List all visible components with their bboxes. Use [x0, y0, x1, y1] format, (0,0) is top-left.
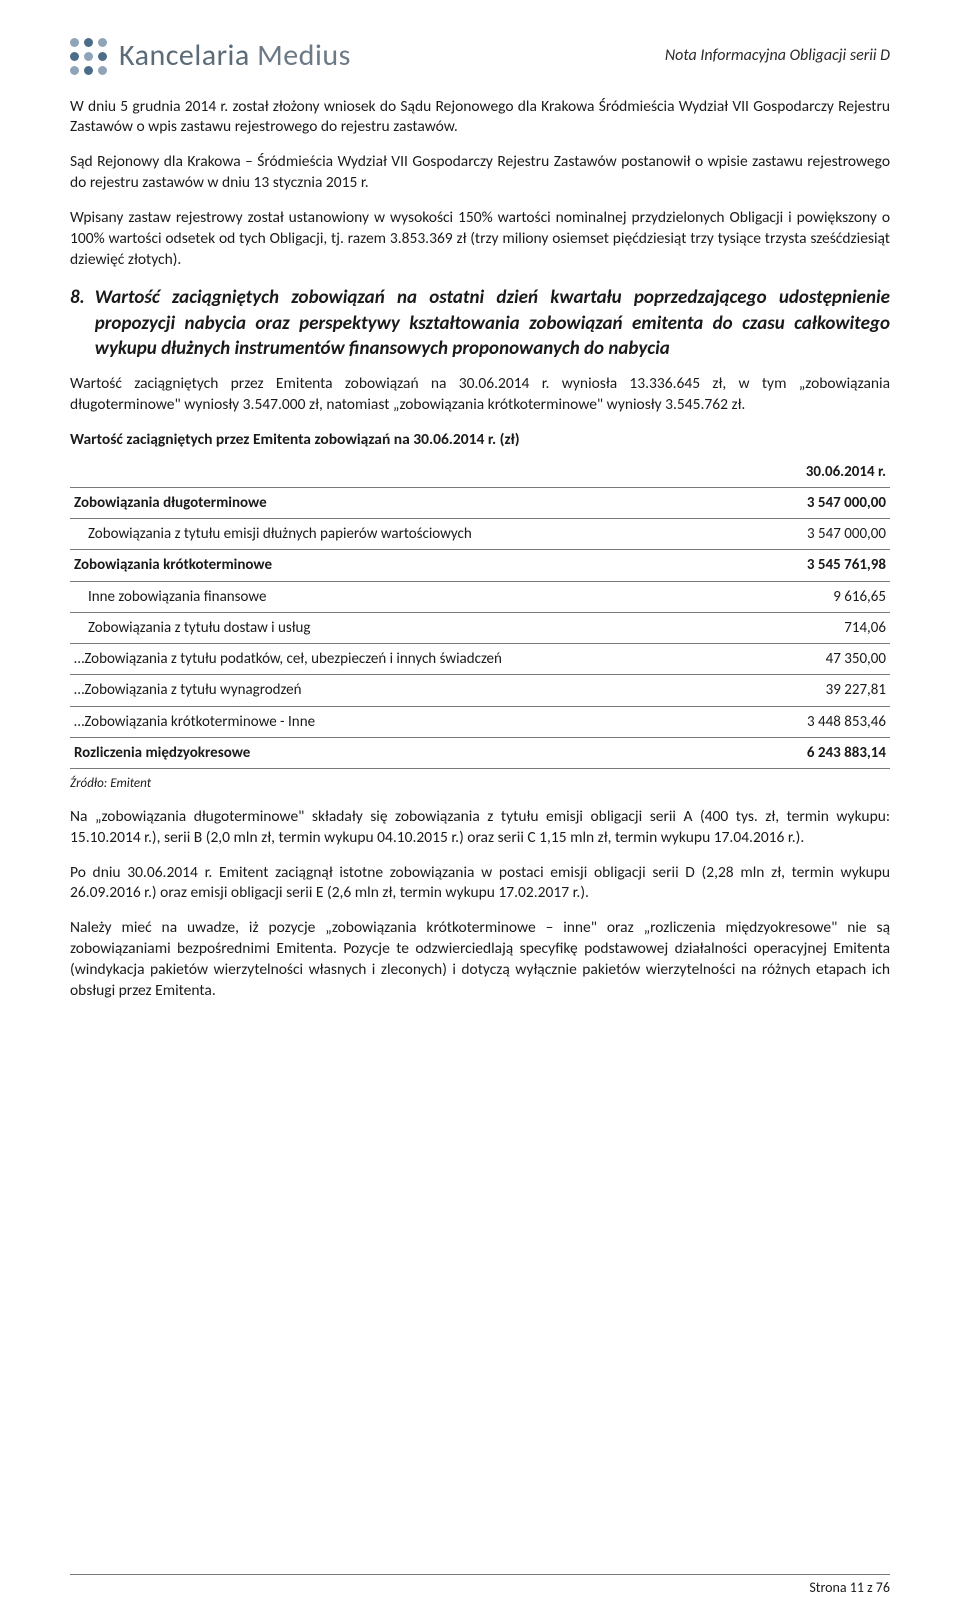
- table-header-row: 30.06.2014 r.: [70, 457, 890, 488]
- table-cell-label: Zobowiązania długoterminowe: [70, 487, 752, 518]
- table-row: Zobowiązania z tytułu dostaw i usług714,…: [70, 612, 890, 643]
- paragraph-3: Wpisany zastaw rejestrowy został ustanow…: [70, 208, 890, 271]
- paragraph-4: Wartość zaciągniętych przez Emitenta zob…: [70, 374, 890, 416]
- section-8-heading: 8. Wartość zaciągniętych zobowiązań na o…: [70, 285, 890, 362]
- paragraph-6: Po dniu 30.06.2014 r. Emitent zaciągnął …: [70, 863, 890, 905]
- logo-word1: Kancelaria: [119, 37, 250, 74]
- table-row: …Zobowiązania krótkoterminowe - Inne3 44…: [70, 706, 890, 737]
- table-cell-label: …Zobowiązania z tytułu podatków, ceł, ub…: [70, 644, 752, 675]
- table-cell-value: 3 547 000,00: [752, 487, 890, 518]
- section-number: 8.: [70, 285, 85, 362]
- table-cell-label: …Zobowiązania krótkoterminowe - Inne: [70, 706, 752, 737]
- table-date-header: 30.06.2014 r.: [752, 457, 890, 488]
- logo-text: Kancelaria Medius: [119, 36, 351, 77]
- table-row: Inne zobowiązania finansowe9 616,65: [70, 581, 890, 612]
- table-cell-label: Rozliczenia międzyokresowe: [70, 737, 752, 768]
- page-header: Kancelaria Medius Nota Informacyjna Obli…: [70, 36, 890, 77]
- paragraph-5: Na „zobowiązania długoterminowe" składał…: [70, 807, 890, 849]
- table-row: Zobowiązania długoterminowe3 547 000,00: [70, 487, 890, 518]
- table-row: Zobowiązania z tytułu emisji dłużnych pa…: [70, 519, 890, 550]
- table-row: Zobowiązania krótkoterminowe3 545 761,98: [70, 550, 890, 581]
- paragraph-2: Sąd Rejonowy dla Krakowa – Śródmieścia W…: [70, 152, 890, 194]
- table-cell-value: 714,06: [752, 612, 890, 643]
- logo-word2: Medius: [257, 37, 351, 74]
- table-row: …Zobowiązania z tytułu podatków, ceł, ub…: [70, 644, 890, 675]
- table-cell-value: 3 448 853,46: [752, 706, 890, 737]
- table-cell-value: 9 616,65: [752, 581, 890, 612]
- table-cell-value: 39 227,81: [752, 675, 890, 706]
- table-cell-label: …Zobowiązania z tytułu wynagrodzeń: [70, 675, 752, 706]
- table-row: Rozliczenia międzyokresowe6 243 883,14: [70, 737, 890, 768]
- table-cell-value: 6 243 883,14: [752, 737, 890, 768]
- page: Kancelaria Medius Nota Informacyjna Obli…: [0, 0, 960, 1616]
- table-source: Źródło: Emitent: [70, 775, 890, 793]
- table-cell-label: Zobowiązania z tytułu emisji dłużnych pa…: [70, 519, 752, 550]
- paragraph-7: Należy mieć na uwadze, iż pozycje „zobow…: [70, 918, 890, 1002]
- table-caption: Wartość zaciągniętych przez Emitenta zob…: [70, 430, 890, 451]
- table-cell-label: Zobowiązania z tytułu dostaw i usług: [70, 612, 752, 643]
- logo-dots-icon: [70, 38, 107, 75]
- section-title: Wartość zaciągniętych zobowiązań na osta…: [95, 285, 890, 362]
- liabilities-table: 30.06.2014 r.Zobowiązania długoterminowe…: [70, 457, 890, 770]
- table-cell-value: 3 547 000,00: [752, 519, 890, 550]
- table-cell-label: Inne zobowiązania finansowe: [70, 581, 752, 612]
- table-row: …Zobowiązania z tytułu wynagrodzeń39 227…: [70, 675, 890, 706]
- table-cell-label: Zobowiązania krótkoterminowe: [70, 550, 752, 581]
- document-title: Nota Informacyjna Obligacji serii D: [665, 45, 890, 67]
- table-cell-value: 47 350,00: [752, 644, 890, 675]
- page-number: Strona 11 z 76: [809, 1579, 890, 1596]
- logo: Kancelaria Medius: [70, 36, 351, 77]
- table-cell-value: 3 545 761,98: [752, 550, 890, 581]
- page-footer: Strona 11 z 76: [70, 1574, 890, 1598]
- paragraph-1: W dniu 5 grudnia 2014 r. został złożony …: [70, 97, 890, 139]
